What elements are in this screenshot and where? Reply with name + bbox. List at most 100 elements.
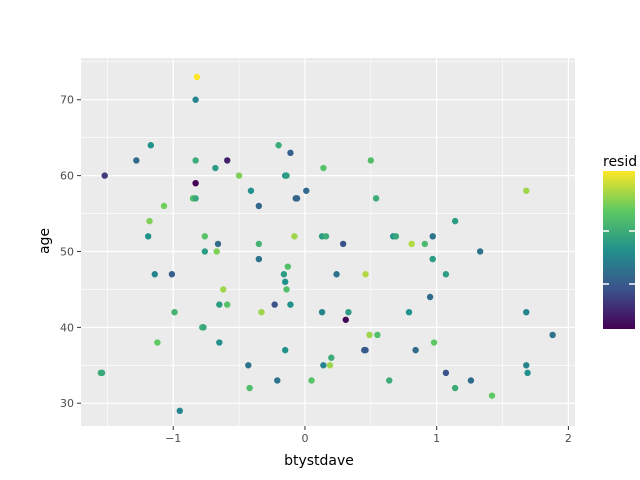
scatter-point <box>291 233 298 240</box>
scatter-point <box>374 331 381 339</box>
scatter-point <box>366 331 373 339</box>
scatter-point <box>216 339 223 346</box>
scatter-point <box>488 392 496 399</box>
scatter-point <box>287 301 294 308</box>
y-axis-title: age <box>37 228 53 254</box>
plot-panel <box>81 58 575 426</box>
x-axis-title: btystdave <box>284 453 354 469</box>
scatter-point <box>372 195 380 202</box>
y-tick-label: 60 <box>60 170 74 183</box>
x-tick-label: 0 <box>301 432 308 445</box>
scatter-point <box>430 339 438 346</box>
scatter-point <box>308 377 315 384</box>
scatter-point <box>412 346 419 354</box>
scatter-point <box>283 172 290 179</box>
x-tick-label: 2 <box>565 432 572 445</box>
scatter-point <box>160 202 168 210</box>
x-tick-label: 1 <box>433 432 440 445</box>
scatter-point <box>274 377 281 384</box>
scatter-point <box>171 308 178 316</box>
scatter-point <box>339 240 347 248</box>
scatter-point <box>247 187 255 194</box>
legend-colorbar <box>603 171 635 329</box>
scatter-point <box>549 331 556 339</box>
scatter-point <box>392 233 400 240</box>
scatter-point <box>451 217 459 225</box>
scatter-point <box>284 263 292 270</box>
scatter-point <box>101 172 108 179</box>
scatter-point <box>524 369 531 377</box>
scatter-point <box>476 248 484 255</box>
scatter-point <box>144 233 152 240</box>
y-axis-ticks: 30 40 50 60 70 <box>60 94 81 410</box>
scatter-point <box>224 157 231 164</box>
scatter-point <box>216 301 223 308</box>
scatter-point <box>201 233 209 240</box>
scatter-point <box>193 73 201 81</box>
scatter-point <box>386 377 393 384</box>
scatter-point <box>133 157 140 164</box>
scatter-point <box>367 157 375 164</box>
scatter-point <box>176 407 183 415</box>
x-tick-label: −1 <box>165 432 181 445</box>
legend-title: resid <box>603 154 637 170</box>
scatter-point <box>146 217 153 225</box>
scatter-point <box>255 255 263 263</box>
scatter-point <box>271 301 278 308</box>
scatter-point <box>293 195 301 202</box>
scatter-point <box>442 369 450 377</box>
scatter-point <box>405 308 413 316</box>
scatter-point <box>451 384 459 392</box>
scatter-point <box>255 240 263 248</box>
y-tick-label: 40 <box>60 321 74 334</box>
scatter-point <box>362 271 369 278</box>
major-gridlines <box>81 58 575 426</box>
scatter-point <box>213 248 220 255</box>
scatter-point <box>320 362 327 369</box>
scatter-point <box>342 316 349 323</box>
y-tick-label: 50 <box>60 245 74 258</box>
scatter-point <box>201 248 209 255</box>
scatter-point <box>333 271 340 278</box>
scatter-point <box>168 271 176 278</box>
scatter-point <box>429 255 436 263</box>
x-axis-ticks: −1 0 1 2 <box>165 426 572 445</box>
scatter-point <box>281 278 289 286</box>
scatter-point <box>318 308 326 316</box>
y-tick-label: 30 <box>60 397 74 410</box>
scatter-point <box>192 179 199 187</box>
scatter-point <box>426 293 434 301</box>
scatter-point <box>523 187 530 194</box>
scatter-point <box>147 142 155 149</box>
scatter-point <box>275 142 282 149</box>
scatter-point <box>258 308 265 316</box>
scatter-point <box>224 301 231 308</box>
scatter-point <box>467 377 475 384</box>
scatter-point <box>246 384 253 392</box>
scatter-point <box>235 172 243 179</box>
y-tick-label: 70 <box>60 94 74 107</box>
scatter-point <box>345 308 352 316</box>
scatter-point <box>287 149 294 157</box>
scatter-point <box>523 308 530 316</box>
scatter-point <box>98 369 106 377</box>
scatter-point <box>192 157 199 164</box>
scatter-point <box>328 354 335 361</box>
scatter-point <box>214 240 222 248</box>
scatter-point <box>408 240 415 248</box>
scatter-point <box>212 164 219 172</box>
scatter-point <box>322 233 330 240</box>
scatter-point <box>442 271 450 278</box>
scatter-point <box>255 202 263 210</box>
legend: resid <box>603 154 637 329</box>
scatter-point <box>303 187 310 194</box>
scatter-point <box>200 324 207 331</box>
scatter-point <box>280 271 288 278</box>
scatter-point <box>192 96 199 103</box>
scatter-point <box>245 362 252 369</box>
scatter-point <box>326 362 334 369</box>
scatter-point <box>220 286 227 293</box>
scatter-point <box>429 233 436 240</box>
legend-colorbar-ticks <box>603 230 635 285</box>
